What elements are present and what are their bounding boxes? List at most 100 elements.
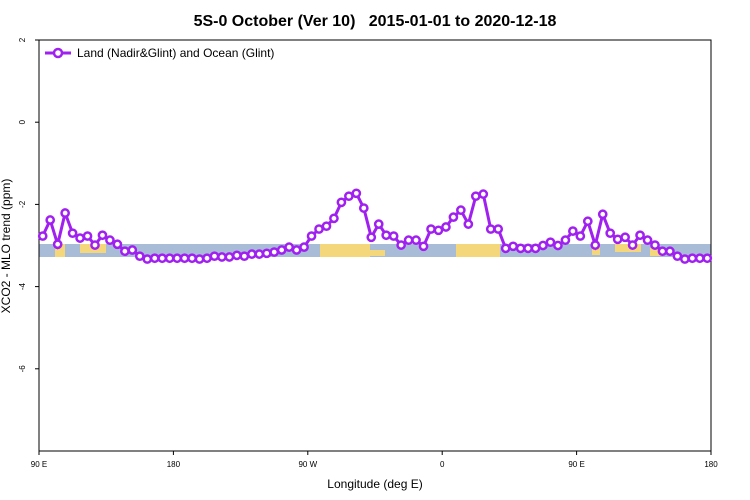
data-point xyxy=(545,237,556,248)
data-point xyxy=(60,208,70,218)
plot-frame xyxy=(38,39,712,452)
data-point xyxy=(299,242,309,252)
data-point xyxy=(105,235,115,246)
data-point xyxy=(329,213,339,224)
data-point xyxy=(538,240,548,251)
data-point xyxy=(680,254,690,264)
data-point xyxy=(82,231,93,241)
data-point xyxy=(239,251,250,262)
data-point xyxy=(336,197,347,208)
y-tick-label: -4 xyxy=(18,282,27,290)
data-point xyxy=(605,228,616,239)
x-tick-label: 90 E xyxy=(31,460,47,469)
data-point xyxy=(642,235,653,246)
data-point xyxy=(485,224,496,234)
data-point xyxy=(665,246,675,257)
data-point xyxy=(172,253,182,264)
data-point xyxy=(373,219,384,229)
data-point xyxy=(246,249,257,259)
data-point xyxy=(45,215,56,225)
data-point xyxy=(291,245,302,255)
data-point xyxy=(627,240,638,250)
data-point xyxy=(620,232,630,243)
x-tick-label: 0 xyxy=(440,460,445,469)
data-point xyxy=(358,203,369,213)
data-point xyxy=(217,252,227,262)
data-point xyxy=(396,240,406,250)
land-patch xyxy=(370,250,385,256)
data-point xyxy=(500,243,511,254)
data-point xyxy=(67,228,78,239)
land-patch xyxy=(456,244,500,257)
y-tick-label: -2 xyxy=(18,200,27,208)
data-point xyxy=(575,231,586,241)
data-point xyxy=(52,239,63,250)
data-point xyxy=(187,253,197,264)
data-point xyxy=(194,254,205,264)
data-point xyxy=(388,231,399,241)
data-point xyxy=(112,239,123,250)
data-point xyxy=(75,233,85,243)
legend-marker xyxy=(52,47,64,59)
data-point xyxy=(321,221,332,232)
data-point xyxy=(164,253,175,264)
data-point xyxy=(433,225,444,236)
data-point xyxy=(560,235,571,246)
data-point xyxy=(314,224,324,234)
data-point xyxy=(657,246,668,257)
data-point xyxy=(426,224,436,234)
data-point xyxy=(582,216,593,227)
chart-title: 5S-0 October (Ver 10) 2015-01-01 to 2020… xyxy=(194,13,557,30)
y-tick-label: 0 xyxy=(18,119,27,124)
data-point xyxy=(403,235,414,246)
land-patch xyxy=(320,244,370,257)
data-point xyxy=(366,232,377,243)
data-point xyxy=(134,251,145,262)
data-point xyxy=(261,248,272,259)
data-point xyxy=(702,253,713,264)
data-point xyxy=(523,243,533,254)
data-point xyxy=(508,241,518,252)
y-axis-label: XCO2 - MLO trend (ppm) xyxy=(0,179,13,314)
x-tick-label: 90 W xyxy=(298,460,317,469)
data-point xyxy=(224,252,235,262)
data-point xyxy=(179,253,190,264)
data-point xyxy=(687,253,698,264)
data-point xyxy=(448,212,459,222)
data-point xyxy=(306,231,317,241)
data-point xyxy=(568,226,578,236)
data-point xyxy=(590,240,601,250)
x-tick-label: 90 E xyxy=(568,460,584,469)
data-point xyxy=(344,191,354,202)
data-point xyxy=(612,234,623,245)
y-tick-label: -6 xyxy=(18,365,27,373)
land-patch xyxy=(650,248,664,256)
data-point xyxy=(142,254,153,264)
data-point xyxy=(209,251,220,262)
data-point xyxy=(254,249,265,259)
data-point xyxy=(381,230,392,241)
data-point xyxy=(411,235,421,246)
data-point xyxy=(149,253,160,264)
data-point xyxy=(493,224,504,234)
x-tick-label: 180 xyxy=(704,460,718,469)
data-point xyxy=(456,205,466,216)
land-patch xyxy=(55,244,65,257)
x-axis-label: Longitude (deg E) xyxy=(327,477,422,491)
data-point xyxy=(530,243,541,254)
data-point xyxy=(650,240,660,250)
data-point xyxy=(269,247,280,257)
data-point xyxy=(232,250,242,261)
data-point xyxy=(157,253,168,264)
land-patch xyxy=(615,244,641,252)
data-point xyxy=(97,230,108,241)
data-point xyxy=(478,189,489,199)
legend-label: Land (Nadir&Glint) and Ocean (Glint) xyxy=(77,46,274,60)
data-point xyxy=(120,246,130,257)
data-point xyxy=(351,188,362,199)
data-point xyxy=(597,209,608,220)
data-point xyxy=(553,240,563,251)
data-point xyxy=(694,253,705,264)
data-point xyxy=(635,230,645,241)
